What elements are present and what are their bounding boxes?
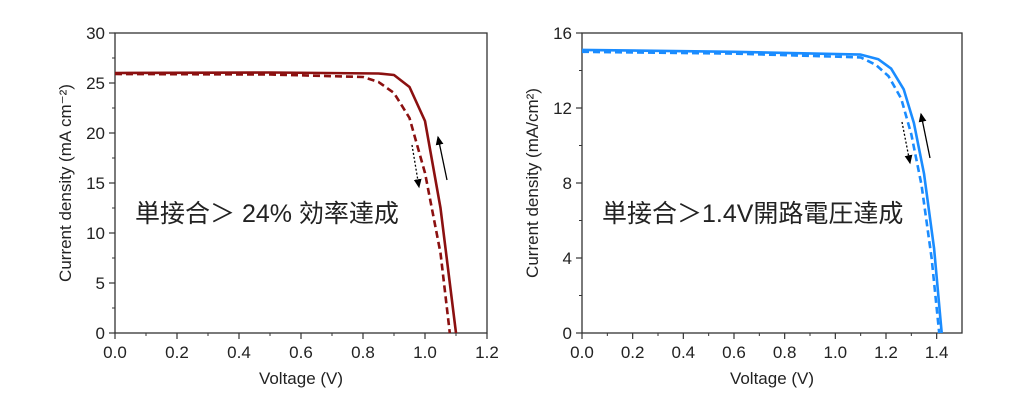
- x-tick-label: 1.0: [824, 343, 848, 362]
- y-tick-label: 0: [96, 324, 105, 343]
- x-tick-label: 0.4: [672, 343, 696, 362]
- y-tick-label: 10: [86, 224, 105, 243]
- reverse-scan-arrow: [435, 135, 448, 181]
- series-dashed-line: [114, 72, 452, 334]
- y-tick-label: 25: [86, 74, 105, 93]
- forward-scan-arrow: [901, 121, 913, 165]
- series-dashed-line: [581, 50, 941, 334]
- x-axis-label: Voltage (V): [259, 369, 343, 388]
- x-tick-label: 1.2: [475, 343, 499, 362]
- x-tick-label: 0.6: [722, 343, 746, 362]
- y-tick-label: 5: [96, 274, 105, 293]
- y-tick-label: 0: [563, 324, 572, 343]
- plot-frame: [114, 32, 488, 334]
- y-tick-label: 20: [86, 124, 105, 143]
- y-tick-label: 4: [563, 249, 572, 268]
- series-solid-line: [114, 71, 458, 334]
- chart-1: 0.0 0.2 0.4 0.6 0.8 1.0 1.2 0 5 10 15 20 25 30 Voltage…: [56, 24, 499, 388]
- annotation-text: 単接合＞1.4V開路電圧達成: [602, 200, 903, 228]
- y-tick-label: 16: [553, 24, 572, 43]
- y-axis-label: Current density (mA/cm²): [523, 88, 542, 278]
- forward-scan-arrow: [411, 144, 422, 189]
- x-axis-label: Voltage (V): [730, 369, 814, 388]
- x-tick-label: 0.0: [570, 343, 594, 362]
- reverse-scan-arrow: [918, 112, 931, 159]
- x-tick-label: 0.8: [351, 343, 375, 362]
- y-tick-label: 12: [553, 99, 572, 118]
- y-axis-label: Current density (mA cm⁻²): [56, 84, 75, 282]
- x-tick-label: 1.0: [413, 343, 437, 362]
- x-tick-label: 0.2: [165, 343, 189, 362]
- x-tick-label: 0.4: [227, 343, 251, 362]
- x-tick-label: 1.2: [874, 343, 898, 362]
- y-tick-label: 30: [86, 24, 105, 43]
- chart-2: 0.0 0.2 0.4 0.6 0.8 1.0 1.2 1.4 0 4 8 12 16 Voltage (…: [523, 24, 963, 388]
- x-tick-label: 0.8: [773, 343, 797, 362]
- annotation-text: 単接合＞ 24% 効率達成: [135, 200, 399, 228]
- x-tick-label: 0.6: [289, 343, 313, 362]
- x-tick-label: 0.0: [103, 343, 127, 362]
- series-solid-line: [581, 48, 943, 334]
- y-tick-label: 8: [563, 174, 572, 193]
- x-tick-label: 0.2: [621, 343, 645, 362]
- plot-frame: [581, 32, 963, 334]
- x-tick-label: 1.4: [925, 343, 949, 362]
- y-tick-label: 15: [86, 174, 105, 193]
